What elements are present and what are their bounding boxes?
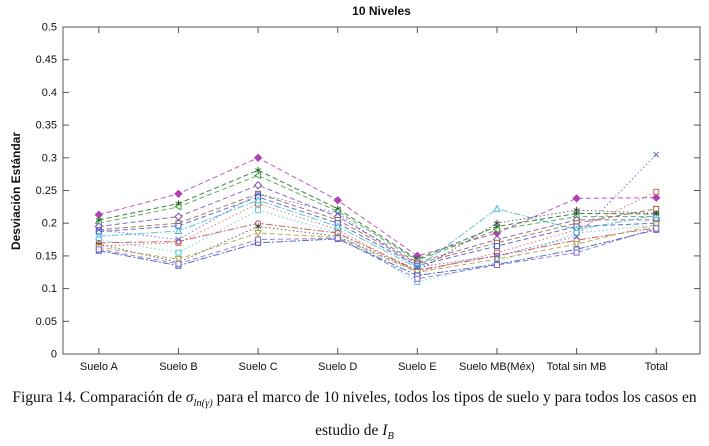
marker-diamond — [333, 196, 342, 205]
marker-diamond — [572, 194, 581, 203]
y-tick-label: 0.3 — [42, 152, 57, 164]
series-line — [98, 229, 657, 277]
series-line — [98, 193, 657, 265]
marker-triangle-left — [253, 171, 262, 180]
series-line — [98, 227, 657, 280]
marker-triangle-left — [174, 203, 182, 211]
marker-square — [493, 262, 500, 269]
caption-text-2: para el marco de 10 niveles, todos los t… — [212, 389, 697, 440]
marker-square — [653, 225, 660, 232]
sigma-subscript: ln(γ) — [193, 398, 213, 410]
ib-symbol: I — [382, 422, 388, 440]
series-line — [98, 184, 657, 263]
x-category-label: Suelo E — [398, 361, 437, 373]
chart-title: 10 Niveles — [352, 4, 411, 18]
marker-triangle-up — [493, 204, 501, 212]
y-tick-label: 0.45 — [36, 54, 57, 66]
marker-triangle-up — [333, 222, 342, 230]
series-line — [98, 222, 657, 271]
marker-square — [414, 275, 421, 282]
marker-x — [414, 264, 421, 270]
marker-diamond — [651, 193, 661, 202]
marker-triangle-down — [652, 221, 661, 229]
axes-box — [62, 26, 701, 355]
marker-star — [255, 223, 262, 230]
marker-star — [493, 220, 501, 227]
marker-x — [175, 236, 182, 243]
marker-square — [175, 249, 182, 256]
series-line — [98, 209, 657, 272]
y-tick-label: 0.35 — [36, 120, 57, 132]
marker-triangle-up — [254, 196, 262, 204]
caption-text-1: Figura 14. Comparación de — [12, 389, 186, 406]
marker-x — [255, 190, 262, 197]
marker-diamond — [253, 181, 263, 190]
series-line — [98, 199, 657, 269]
marker-square — [334, 235, 341, 242]
plot-canvas: 0 0.05 0.1 0.15 0.2 0.25 0.3 0.35 0.4 0.45 0.5 Suel… — [36, 22, 701, 373]
marker-star — [653, 210, 660, 217]
marker-triangle-down — [174, 256, 183, 264]
marker-x — [95, 226, 102, 233]
series-line — [98, 224, 657, 273]
ib-subscript: B — [387, 431, 394, 443]
y-tick-label: 0.2 — [42, 218, 57, 230]
marker-triangle-up — [174, 226, 183, 235]
marker-square — [95, 246, 102, 253]
x-category-label: Total — [645, 361, 668, 373]
y-tick-label: 0.5 — [42, 22, 57, 34]
marker-triangle-left — [492, 225, 500, 234]
sigma-symbol: σ — [185, 389, 194, 406]
y-tick-label: 0.25 — [36, 185, 57, 197]
x-category-label: Suelo A — [80, 361, 119, 373]
marker-star — [573, 206, 580, 214]
y-tick-label: 0 — [51, 349, 57, 361]
series-line — [98, 174, 657, 262]
marker-square — [255, 236, 262, 243]
x-category-label: Suelo MB(Méx) — [459, 361, 535, 373]
marker-x — [573, 233, 580, 240]
marker-triangle-down — [254, 230, 262, 238]
line-chart: 10 Niveles Desviación Estándar 0 0.05 0.1 0… — [9, 4, 701, 373]
x-category-label: Suelo D — [318, 361, 357, 373]
x-category-label: Suelo C — [239, 361, 278, 373]
marker-square — [493, 243, 500, 250]
y-tick-label: 0.05 — [36, 316, 57, 328]
series-line — [98, 157, 657, 257]
y-tick-label: 0.1 — [42, 283, 57, 295]
marker-x — [334, 210, 341, 217]
series-line — [98, 191, 657, 273]
marker-square — [573, 249, 580, 256]
marker-diamond — [174, 189, 183, 198]
marker-square — [653, 188, 660, 195]
marker-square — [255, 207, 262, 214]
x-category-label: Total sin MB — [547, 361, 607, 373]
marker-star — [255, 167, 262, 174]
marker-x — [653, 151, 660, 158]
series-line — [98, 196, 657, 267]
marker-diamond — [253, 153, 263, 163]
y-tick-label: 0.15 — [36, 250, 57, 262]
marker-triangle-down — [572, 241, 581, 249]
y-tick-label: 0.4 — [42, 87, 57, 99]
x-category-label: Suelo B — [159, 361, 198, 373]
figure-caption: Figura 14. Comparación de σln(γ) para el… — [0, 384, 709, 446]
marker-square — [175, 260, 182, 267]
marker-x — [494, 252, 500, 259]
marker-diamond — [174, 212, 183, 221]
